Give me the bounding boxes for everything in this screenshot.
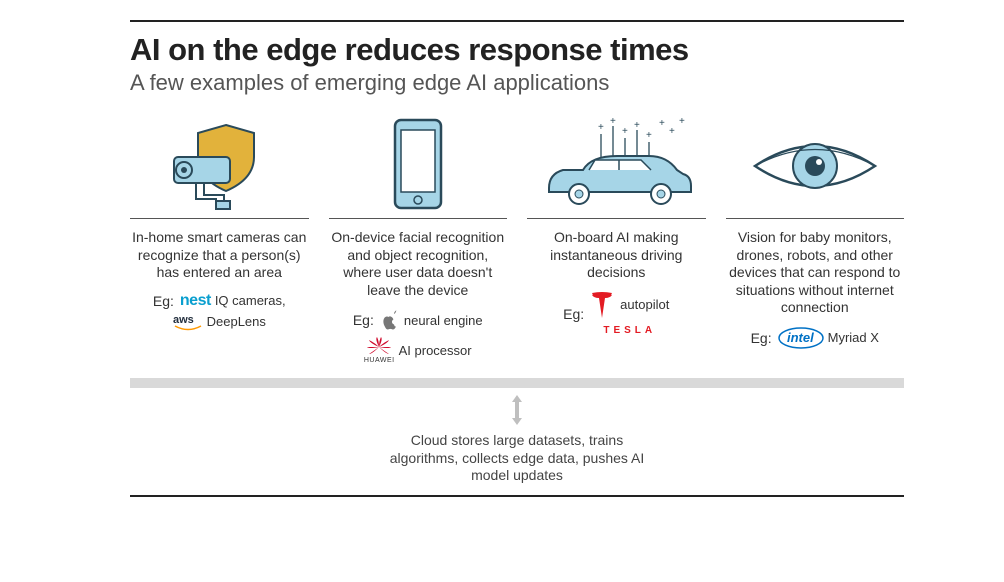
svg-text:+: + [659, 118, 665, 129]
col-car: + + + + + + + + On-board AI making instantane… [527, 114, 706, 364]
car-ai-icon: + + + + + + + + [527, 114, 706, 219]
eg-label: Eg: [353, 312, 374, 328]
eye-icon [726, 114, 905, 219]
brand-text: DeepLens [207, 314, 266, 329]
col-desc: In-home smart cameras can recognize that… [130, 229, 309, 282]
svg-text:+: + [622, 126, 628, 137]
huawei-logo-icon: HUAWEI [364, 337, 395, 364]
eg-label: Eg: [751, 330, 772, 346]
col-desc: On-device facial recognition and object … [329, 229, 508, 299]
brand-text: AI processor [399, 343, 472, 358]
eg-block: Eg: nest IQ cameras, aws DeepLens [130, 292, 309, 331]
cloud-text: Cloud stores large datasets, trains algo… [387, 432, 647, 485]
svg-text:+: + [598, 122, 604, 133]
svg-text:+: + [679, 116, 685, 127]
brand-text: Myriad X [828, 330, 879, 345]
intel-logo-icon: intel [778, 327, 824, 349]
camera-icon [130, 114, 309, 219]
eg-label: Eg: [153, 293, 174, 309]
page-subtitle: A few examples of emerging edge AI appli… [130, 70, 904, 96]
brand-text: autopilot [620, 297, 669, 312]
columns-row: In-home smart cameras can recognize that… [130, 114, 904, 364]
col-smart-camera: In-home smart cameras can recognize that… [130, 114, 309, 364]
eg-block: Eg: intel Myriad X [726, 327, 905, 349]
svg-text:+: + [634, 120, 640, 131]
aws-logo-icon: aws [173, 313, 203, 331]
bottom-rule [130, 495, 904, 497]
brand-text: neural engine [404, 313, 483, 328]
svg-text:intel: intel [787, 330, 814, 345]
page-title: AI on the edge reduces response times [130, 32, 904, 68]
svg-text:+: + [669, 126, 675, 137]
svg-text:+: + [610, 116, 616, 127]
brand-text: IQ cameras, [215, 293, 286, 308]
col-eye: Vision for baby monitors, drones, robots… [726, 114, 905, 364]
bidirectional-arrow-icon [130, 394, 904, 426]
smartphone-icon [329, 114, 508, 219]
svg-text:aws: aws [173, 314, 194, 326]
svg-text:+: + [646, 130, 652, 141]
eg-block: Eg: neural engine [329, 309, 508, 364]
nest-logo-icon: nest [180, 292, 211, 310]
col-smartphone: On-device facial recognition and object … [329, 114, 508, 364]
eg-label: Eg: [563, 306, 584, 322]
top-rule [130, 20, 904, 22]
cloud-bar [130, 378, 904, 388]
eg-block: Eg: autopilot TESLA [527, 292, 706, 336]
col-desc: Vision for baby monitors, drones, robots… [726, 229, 905, 317]
apple-logo-icon [380, 309, 400, 331]
col-desc: On-board AI making instantaneous driving… [527, 229, 706, 282]
tesla-wordmark: TESLA [603, 325, 656, 336]
tesla-logo-icon: autopilot [590, 292, 669, 318]
